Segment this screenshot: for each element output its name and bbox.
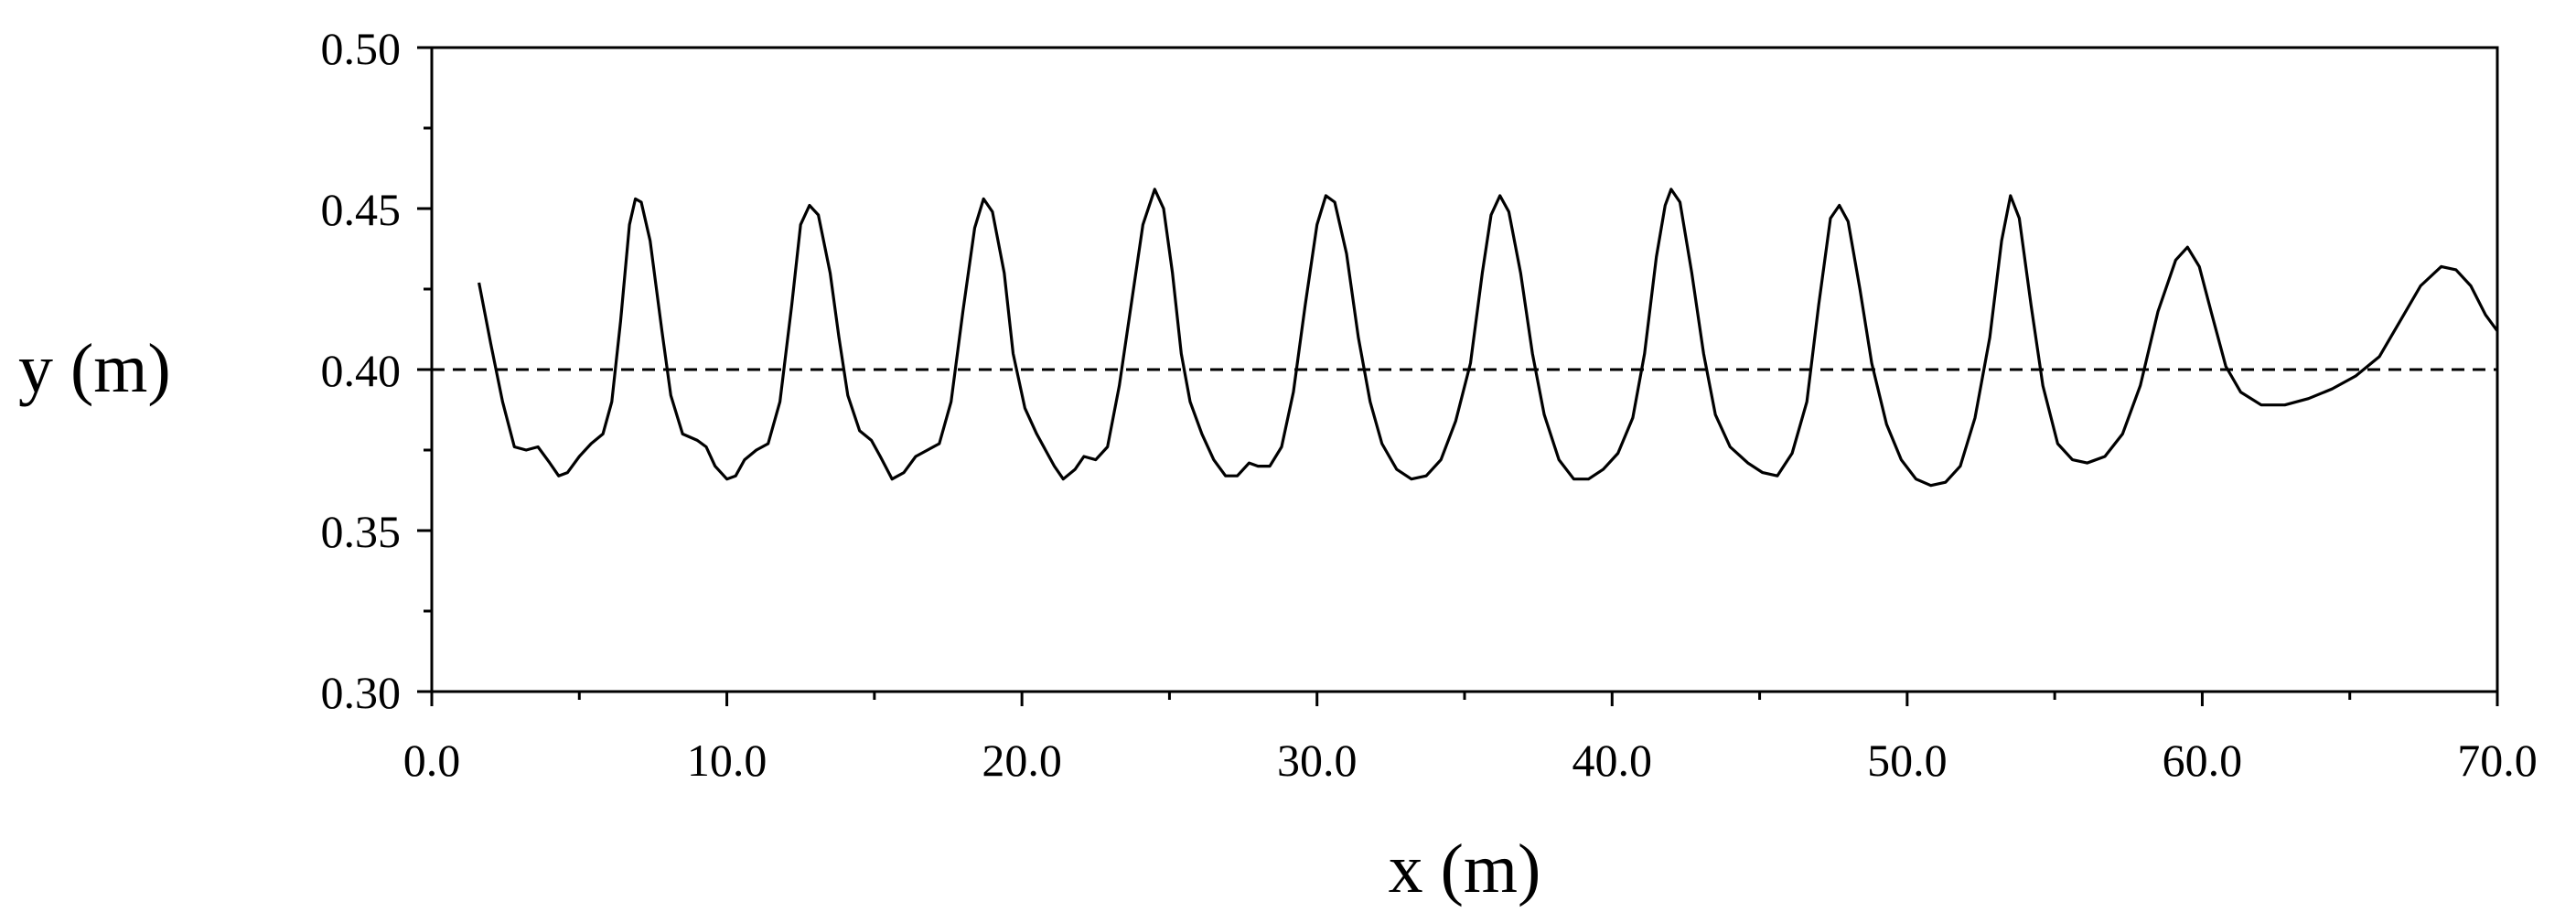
axis-ticks xyxy=(417,46,2499,706)
x-tick-label: 20.0 xyxy=(982,735,1062,786)
tick-labels: 0.0 10.0 20.0 30.0 40.0 50.0 60.0 70.0 0.30 0.35 0… xyxy=(321,23,2538,786)
x-tick-label: 40.0 xyxy=(1572,735,1653,786)
x-tick-label: 0.0 xyxy=(403,735,461,786)
y-tick-label: 0.30 xyxy=(321,667,402,718)
x-tick-label: 60.0 xyxy=(2163,735,2243,786)
y-tick-label: 0.45 xyxy=(321,184,402,235)
x-axis-title: x (m) xyxy=(1389,831,1541,907)
y-tick-label: 0.50 xyxy=(321,23,402,74)
y-axis-title: y (m) xyxy=(18,330,171,407)
series-line xyxy=(478,188,2499,488)
x-tick-label: 10.0 xyxy=(687,735,767,786)
x-tick-label: 30.0 xyxy=(1277,735,1358,786)
y-tick-label: 0.40 xyxy=(321,345,402,396)
x-tick-label: 50.0 xyxy=(1867,735,1948,786)
x-tick-label: 70.0 xyxy=(2457,735,2538,786)
y-tick-label: 0.35 xyxy=(321,506,402,557)
